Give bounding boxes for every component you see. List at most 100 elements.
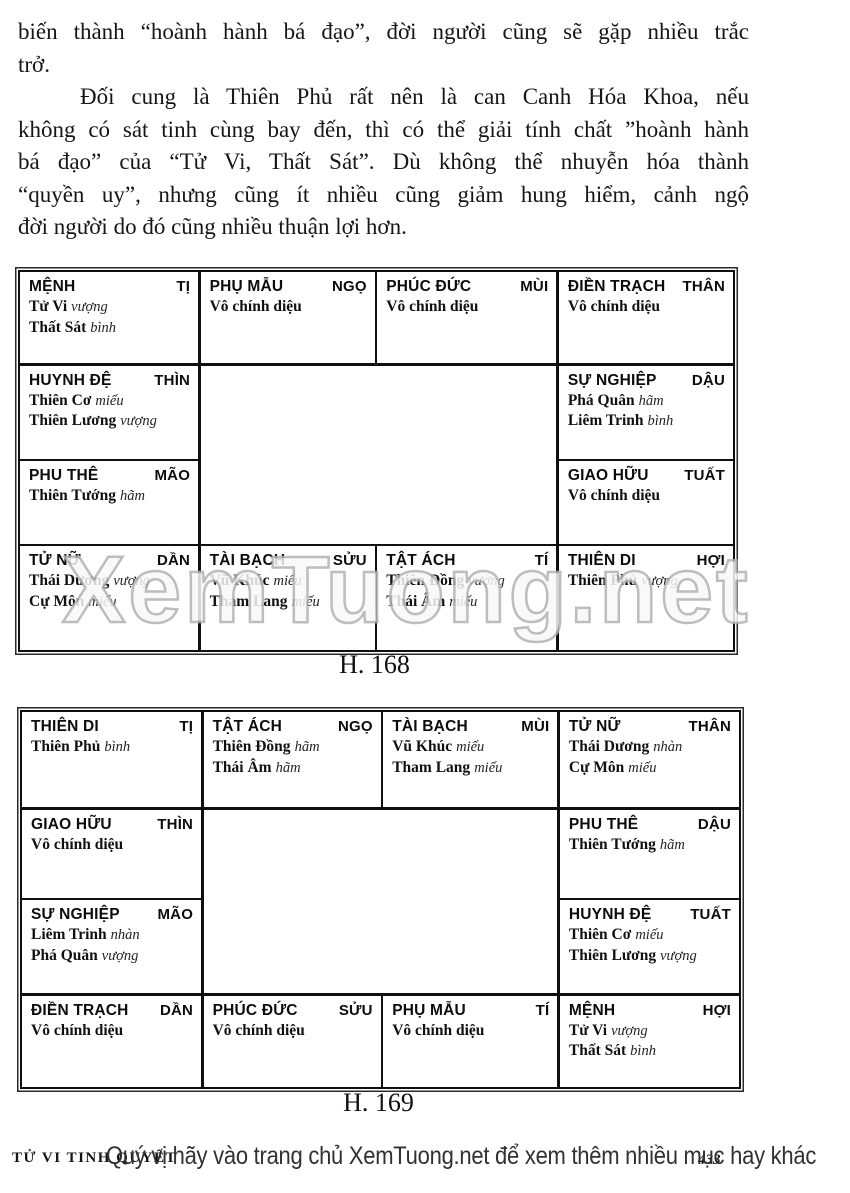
- star-status: vượng: [468, 573, 505, 590]
- star-line: Tham Lang miếu: [210, 592, 367, 613]
- star-status: nhàn: [653, 739, 683, 755]
- footer-overlay-text: Quý vị hãy vào trang chủ XemTuong.net để…: [106, 1142, 817, 1170]
- palace-cell: PHU THÊ DẬU Thiên Tướng hãm: [559, 809, 739, 898]
- star-line: Thái Âm miếu: [386, 592, 548, 613]
- branch-label: DẦN: [159, 1001, 194, 1019]
- palace-name: PHỤ MẪU: [209, 278, 284, 295]
- paragraph-line: không có sát tinh cùng bay đến, thì có t…: [18, 116, 749, 142]
- star-status: miếu: [635, 927, 664, 944]
- palace-cell: MỆNH HỢI Tử Vi vượng Thất Sát bình: [559, 995, 739, 1087]
- star-name: Vô chính diệu: [567, 487, 661, 505]
- chart-center-empty: [203, 809, 558, 994]
- branch-label: HỢI: [696, 552, 725, 570]
- palace-cell: ĐIỀN TRẠCH DẦN Vô chính diệu: [22, 995, 202, 1087]
- palace-name: PHỤ MẪU: [392, 1001, 466, 1019]
- branch-label: MÃO: [157, 906, 194, 924]
- star-name: Liêm Trinh: [567, 412, 644, 430]
- star-line: Thiên Lương vượng: [29, 411, 190, 432]
- star-line: Vô chính diệu: [392, 1021, 549, 1042]
- star-name: Thiên Cơ: [29, 391, 92, 409]
- star-name: Thất Sát: [29, 318, 87, 336]
- palace-name: TỬ NỮ: [29, 552, 81, 570]
- palace-name: HUYNH ĐỆ: [568, 906, 652, 924]
- palace-name: GIAO HỮU: [31, 815, 112, 833]
- palace-cell: PHU THÊ MÃO Thiên Tướng hãm: [20, 461, 199, 544]
- palace-name: GIAO HỮU: [567, 467, 649, 485]
- star-name: Vô chính diệu: [31, 1021, 124, 1039]
- star-line: Thái Âm hãm: [213, 758, 373, 779]
- star-line: Liêm Trinh nhàn: [31, 925, 193, 946]
- star-line: Cự Môn miếu: [569, 758, 731, 779]
- branch-label: TUẤT: [690, 906, 731, 924]
- palace-cell: THIÊN DI TỊ Thiên Phủ bình: [22, 712, 202, 808]
- branch-label: TÍ: [535, 1001, 550, 1019]
- star-line: Phá Quân vượng: [31, 946, 193, 967]
- star-line: Thiên Cơ miếu: [29, 391, 190, 412]
- star-status: bình: [647, 413, 674, 430]
- star-line: Vô chính diệu: [213, 1021, 373, 1042]
- palace-name: TÀI BẠCH: [209, 552, 286, 570]
- star-name: Vô chính diệu: [567, 298, 661, 315]
- star-name: Thái Dương: [29, 572, 110, 590]
- palace-name: MỆNH: [568, 1001, 616, 1019]
- branch-label: THÌN: [154, 371, 191, 389]
- palace-cell: SỰ NGHIỆP MÃO Liêm Trinh nhàn Phá Quân vượng: [22, 900, 202, 994]
- palace-name: TỬ NỮ: [568, 718, 621, 735]
- palace-cell: PHỤ MẪU TÍ Vô chính diệu: [383, 995, 558, 1087]
- footer-page-number: 433: [698, 1152, 721, 1168]
- star-name: Vô chính diệu: [31, 835, 124, 853]
- palace-cell: ĐIỀN TRẠCH THÂN Vô chính diệu: [558, 272, 733, 364]
- star-name: Thiên Lương: [29, 412, 117, 430]
- star-status: vượng: [71, 299, 108, 315]
- star-status: vượng: [641, 573, 678, 590]
- star-line: Thái Dương vượng: [29, 571, 190, 592]
- star-line: Thất Sát bình: [29, 318, 190, 339]
- star-name: Thiên Tướng: [568, 835, 656, 853]
- star-line: Thái Dương nhàn: [569, 737, 731, 758]
- palace-name: PHU THÊ: [29, 467, 99, 485]
- star-status: miếu: [291, 593, 320, 610]
- star-line: Thiên Tướng hãm: [569, 835, 731, 856]
- star-line: Thiên Đồng hãm: [213, 737, 373, 758]
- paragraph-line: biến thành “hoành hành bá đạo”, đời ngườ…: [18, 19, 749, 44]
- star-status: bình: [104, 739, 131, 755]
- palace-cell: PHỤ MẪU NGỌ Vô chính diệu: [200, 272, 375, 364]
- palace-cell: SỰ NGHIỆP DẬU Phá Quân hãm Liêm Trinh bình: [558, 365, 733, 459]
- palace-name: ĐIỀN TRẠCH: [567, 278, 666, 295]
- star-line: Thiên Phủ bình: [31, 737, 193, 758]
- branch-label: DẦN: [156, 552, 191, 570]
- star-name: Phá Quân: [31, 946, 98, 964]
- branch-label: THÂN: [682, 278, 725, 295]
- palace-cell: TỬ NỮ THÂN Thái Dương nhàn Cự Môn miếu: [559, 712, 739, 808]
- star-status: miếu: [88, 593, 117, 610]
- star-line: Vô chính diệu: [568, 297, 725, 318]
- paragraph-line: đời người do đó cũng nhiều thuận lợi hơn…: [18, 214, 407, 239]
- palace-name: ĐIỀN TRẠCH: [31, 1001, 129, 1019]
- star-name: Vô chính diệu: [392, 1021, 485, 1039]
- star-name: Thiên Phủ: [567, 572, 638, 590]
- palace-cell: HUYNH ĐỆ THÌN Thiên Cơ miếu Thiên Lương vượng: [20, 365, 199, 459]
- star-name: Phá Quân: [567, 391, 635, 409]
- branch-label: NGỌ: [337, 718, 373, 735]
- star-name: Liêm Trinh: [31, 926, 107, 944]
- star-name: Cự Môn: [568, 758, 625, 776]
- footer-book-title: TỬ VI TINH QUYẾT: [12, 1150, 178, 1166]
- star-name: Tử Vi: [29, 298, 68, 315]
- star-line: Thiên Phủ vượng: [568, 571, 725, 592]
- palace-cell: PHÚC ĐỨC MÙI Vô chính diệu: [377, 272, 557, 364]
- branch-label: TỊ: [179, 718, 194, 735]
- star-name: Thiên Đồng: [212, 738, 291, 755]
- branch-label: HỢI: [702, 1001, 731, 1019]
- body-paragraph: biến thành “hoành hành bá đạo”, đời ngườ…: [18, 16, 749, 244]
- star-line: Vô chính diệu: [386, 297, 548, 318]
- star-status: hãm: [294, 739, 320, 755]
- star-status: miếu: [474, 759, 503, 776]
- star-line: Thiên Đồng vượng: [386, 571, 548, 592]
- star-name: Tham Lang: [392, 758, 471, 776]
- star-line: Cự Môn miếu: [29, 592, 190, 613]
- palace-name: TÀI BẠCH: [392, 718, 468, 735]
- paragraph-line: Đối cung là Thiên Phủ rất nên là can Can…: [80, 84, 749, 109]
- star-status: bình: [90, 319, 117, 336]
- star-status: miếu: [95, 392, 124, 409]
